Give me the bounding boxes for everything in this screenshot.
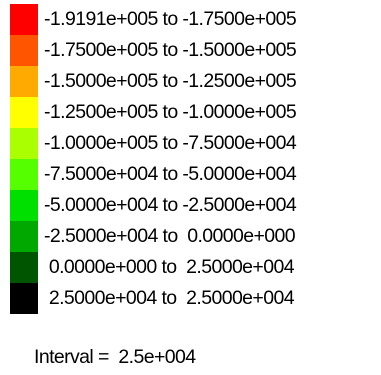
color-swatch: [10, 159, 38, 190]
range-label: -1.7500e+005 to -1.5000e+005: [44, 39, 297, 61]
range-label: -5.0000e+004 to -2.5000e+004: [44, 194, 297, 216]
range-label: -1.5000e+005 to -1.2500e+005: [44, 70, 297, 92]
legend-row: -1.9191e+005 to -1.7500e+005: [10, 4, 297, 35]
legend-row: -5.0000e+004 to -2.5000e+004: [10, 190, 297, 221]
range-label: -1.9191e+005 to -1.7500e+005: [44, 8, 297, 30]
legend-row: -1.0000e+005 to -7.5000e+004: [10, 128, 297, 159]
legend-row: -1.5000e+005 to -1.2500e+005: [10, 66, 297, 97]
color-swatch: [10, 221, 38, 252]
color-legend: -1.9191e+005 to -1.7500e+005 -1.7500e+00…: [10, 4, 297, 314]
interval-label: Interval = 2.5e+004: [34, 346, 196, 368]
range-label: -7.5000e+004 to -5.0000e+004: [44, 163, 297, 185]
color-swatch: [10, 190, 38, 221]
color-swatch: [10, 97, 38, 128]
range-label: -1.0000e+005 to -7.5000e+004: [44, 132, 297, 154]
color-swatch: [10, 283, 38, 314]
legend-row: 2.5000e+004 to 2.5000e+004: [10, 283, 296, 314]
range-label: 2.5000e+004 to 2.5000e+004: [44, 287, 295, 309]
range-label: -1.2500e+005 to -1.0000e+005: [44, 101, 297, 123]
legend-row: -1.2500e+005 to -1.0000e+005: [10, 97, 297, 128]
legend-row: -1.7500e+005 to -1.5000e+005: [10, 35, 297, 66]
legend-row: -2.5000e+004 to 0.0000e+000: [10, 221, 296, 252]
color-swatch: [10, 35, 38, 66]
range-label: 0.0000e+000 to 2.5000e+004: [44, 256, 295, 278]
range-label: -2.5000e+004 to 0.0000e+000: [44, 225, 296, 247]
color-swatch: [10, 4, 38, 35]
color-swatch: [10, 128, 38, 159]
color-swatch: [10, 252, 38, 283]
color-swatch: [10, 66, 38, 97]
legend-row: 0.0000e+000 to 2.5000e+004: [10, 252, 296, 283]
legend-row: -7.5000e+004 to -5.0000e+004: [10, 159, 297, 190]
